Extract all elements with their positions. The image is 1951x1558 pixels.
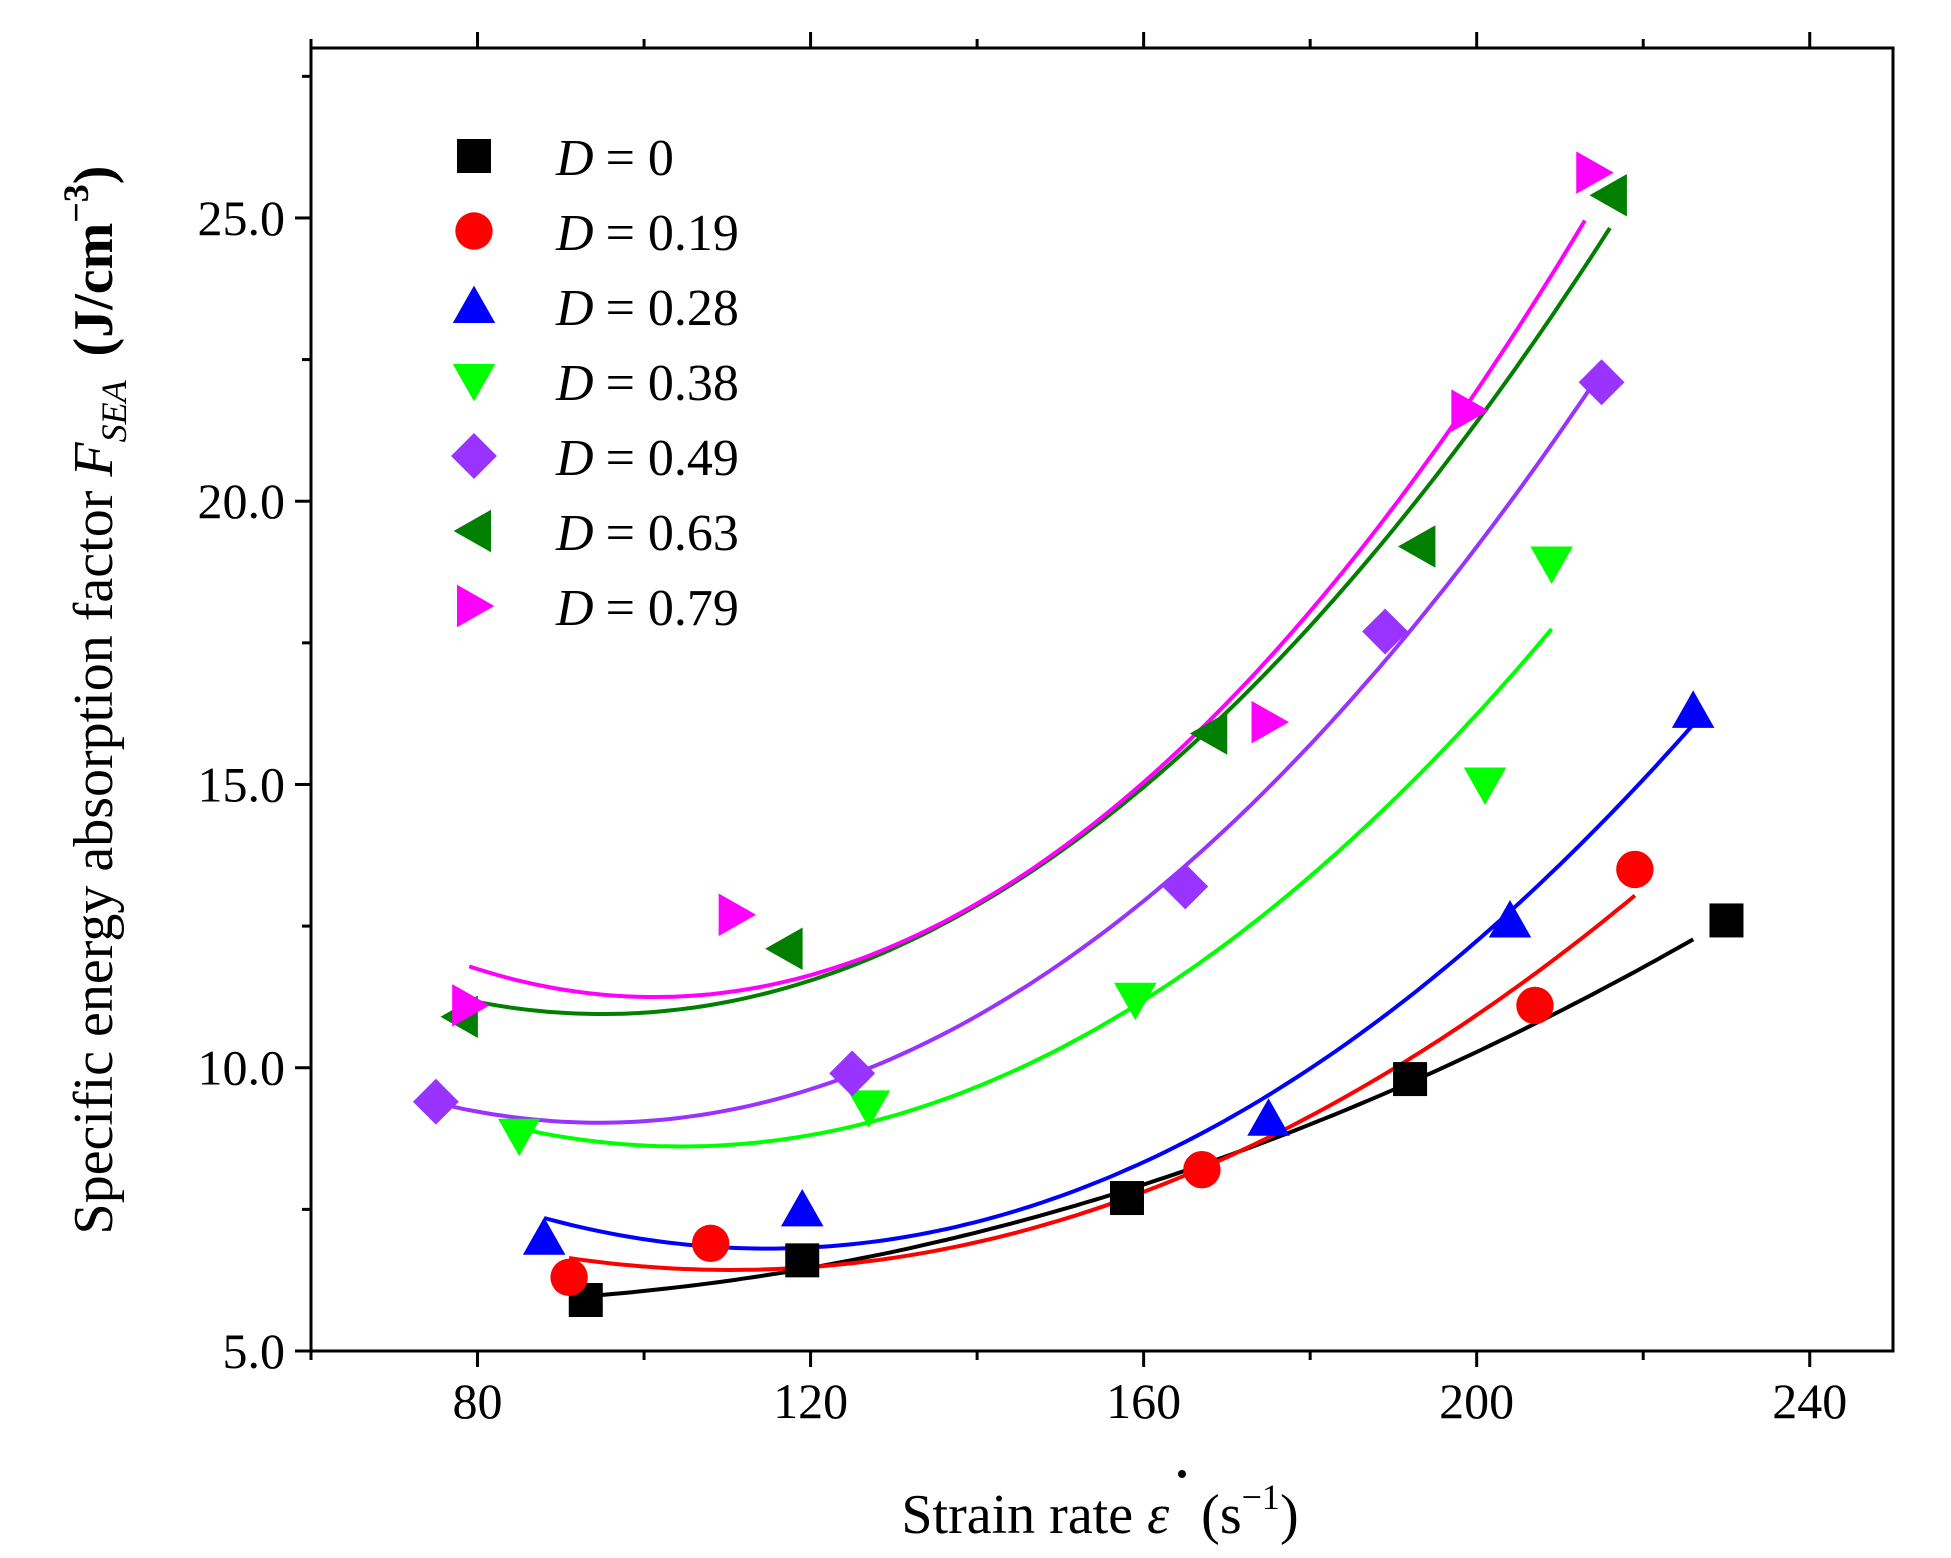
fit-curve-series-3 [518,627,1554,1149]
legend-marker-0 [457,139,491,173]
data-point-series-2 [1488,900,1532,938]
legend-marker-3 [452,364,496,402]
data-point-series-3 [497,1118,541,1157]
legend-marker-6 [457,584,495,628]
tick-labels: 80 120 160 200 240 5.0 10.0 15.0 20.0 25.0 [198,190,1848,1429]
legend: D = 0 D = 0.19 D = 0.28 D = 0.38 D = 0.49 D = 0.63 D… [451,130,739,637]
data-point-series-2 [1247,1098,1290,1136]
data-point-series-3 [847,1090,891,1128]
x-tick-label: 80 [453,1373,503,1429]
fit-curve-series-6 [468,219,1587,999]
data-point-series-6 [1251,700,1289,744]
data-point-series-1 [550,1258,588,1297]
data-point-series-0 [785,1243,820,1278]
data-point-series-6 [1451,389,1489,432]
data-point-series-4 [1162,863,1209,910]
x-tick-label: 200 [1439,1373,1514,1429]
data-point-series-6 [1576,151,1614,194]
x-axis-symbol-dot [1178,1470,1186,1478]
data-point-series-4 [412,1078,459,1125]
x-tick-label: 160 [1106,1373,1181,1429]
x-tick-label: 120 [773,1373,848,1429]
plot-frame [309,46,1895,1353]
data-point-series-1 [1516,986,1554,1025]
legend-marker-5 [453,509,491,553]
data-point-series-5 [1589,174,1627,217]
y-axis-symbol: F [63,442,125,478]
fit-curve-series-4 [435,370,1604,1125]
data-point-series-1 [1183,1151,1221,1189]
legend-marker-2 [452,285,496,323]
data-point-series-0 [1393,1062,1428,1097]
data-point-series-6 [718,893,757,937]
y-tick-label: 20.0 [198,473,286,529]
data-point-series-3 [1463,767,1507,805]
legend-label-6: D = 0.79 [555,580,739,637]
data-point-series-5 [1398,525,1436,568]
y-axis-label: Specific energy absorption factor FSEA (… [56,166,139,1235]
data-point-series-2 [781,1188,824,1227]
legend-marker-1 [455,212,493,250]
data-point-series-5 [1189,712,1228,755]
x-axis-label: Strain rate ε (s−1) [901,1477,1298,1546]
x-tick-label: 240 [1772,1373,1847,1429]
y-tick-label: 10.0 [198,1040,286,1096]
y-tick-label: 25.0 [198,190,286,246]
axes [309,46,1895,1353]
fit-curves [435,219,1695,1299]
data-point-series-4 [1578,359,1625,406]
data-point-series-4 [1362,608,1409,655]
legend-label-1: D = 0.19 [555,205,739,262]
tick-marks [295,32,1812,1367]
legend-label-3: D = 0.38 [555,355,739,412]
legend-label-0: D = 0 [555,130,674,187]
legend-label-5: D = 0.63 [555,505,739,562]
data-point-series-3 [1114,982,1157,1021]
y-tick-label: 15.0 [198,756,286,812]
legend-marker-4 [451,433,497,479]
legend-label-4: D = 0.49 [555,430,739,487]
data-point-series-1 [1616,850,1654,889]
data-point-series-2 [1671,690,1715,728]
fit-curve-series-1 [568,893,1637,1273]
y-tick-label: 5.0 [223,1323,286,1379]
data-point-series-0 [1709,903,1744,938]
data-point-series-2 [522,1217,566,1255]
data-point-series-3 [1530,546,1573,584]
data-point-series-6 [452,984,490,1027]
data-point-series-1 [691,1224,730,1263]
data-point-series-5 [765,927,803,971]
x-axis-symbol: ε [1147,1484,1170,1546]
data-markers [412,151,1744,1318]
data-point-series-0 [1109,1181,1144,1216]
data-point-series-4 [829,1050,876,1097]
legend-label-2: D = 0.28 [555,280,739,337]
